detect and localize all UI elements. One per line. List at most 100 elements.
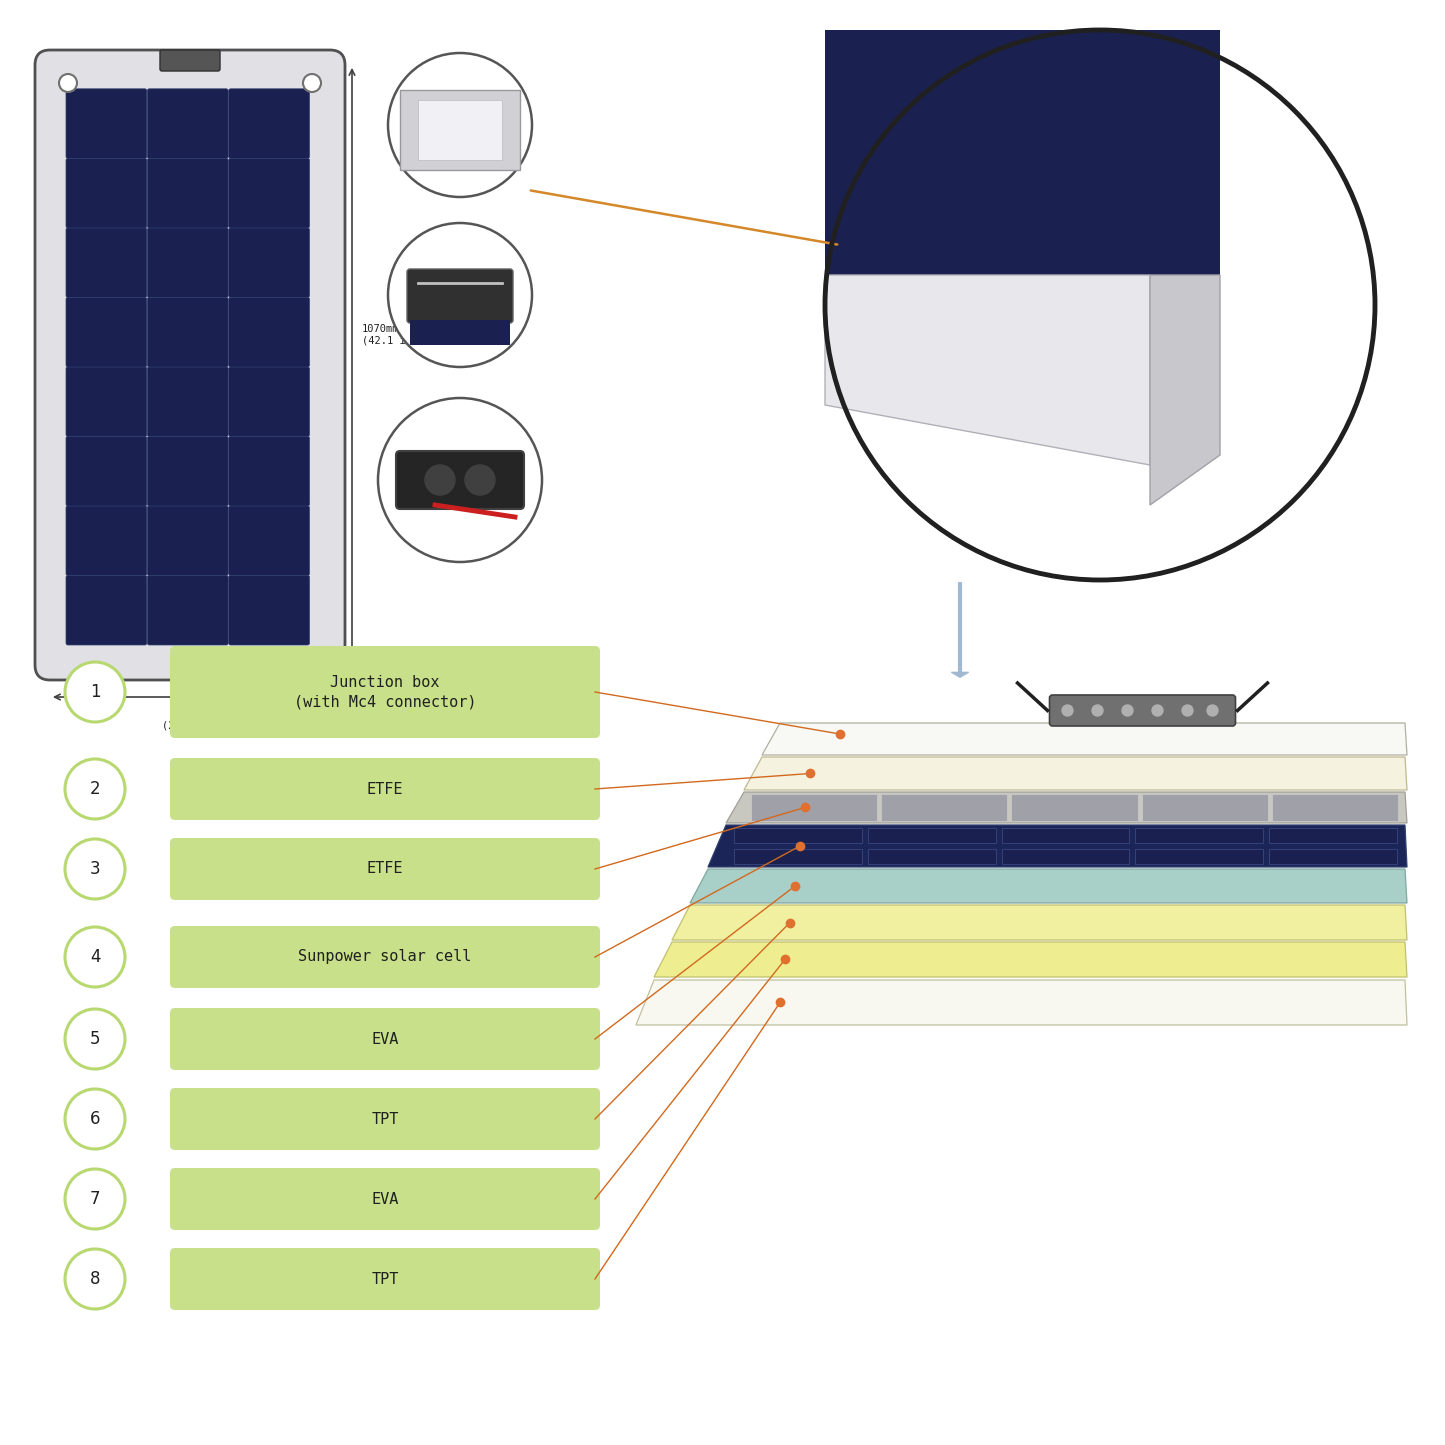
Polygon shape [691, 868, 1407, 903]
FancyBboxPatch shape [147, 298, 228, 367]
Polygon shape [418, 100, 501, 160]
Polygon shape [825, 30, 1220, 275]
Circle shape [59, 74, 77, 92]
Circle shape [303, 74, 321, 92]
Circle shape [65, 759, 126, 819]
FancyBboxPatch shape [66, 298, 147, 367]
Polygon shape [1011, 793, 1137, 821]
Circle shape [1182, 705, 1194, 717]
Polygon shape [636, 980, 1407, 1025]
FancyBboxPatch shape [171, 1168, 600, 1230]
FancyBboxPatch shape [171, 1009, 600, 1069]
FancyBboxPatch shape [228, 298, 309, 367]
FancyBboxPatch shape [171, 646, 600, 738]
Polygon shape [825, 275, 1150, 465]
FancyBboxPatch shape [396, 451, 525, 509]
FancyBboxPatch shape [66, 88, 147, 159]
Text: 4: 4 [90, 948, 100, 967]
Circle shape [1062, 705, 1074, 717]
Circle shape [65, 1169, 126, 1230]
Polygon shape [400, 90, 520, 171]
Polygon shape [734, 828, 861, 842]
FancyBboxPatch shape [228, 228, 309, 298]
FancyBboxPatch shape [147, 506, 228, 575]
Circle shape [379, 397, 542, 562]
Text: Junction box
(with Mc4 connector): Junction box (with Mc4 connector) [293, 675, 477, 709]
FancyBboxPatch shape [147, 575, 228, 644]
Text: Sunpower solar cell: Sunpower solar cell [298, 949, 471, 964]
Polygon shape [881, 793, 1007, 821]
FancyBboxPatch shape [228, 88, 309, 159]
Circle shape [465, 465, 496, 496]
Polygon shape [734, 850, 861, 864]
FancyBboxPatch shape [407, 269, 513, 324]
Text: 7: 7 [90, 1191, 100, 1208]
Text: 3: 3 [90, 860, 100, 879]
Polygon shape [1136, 850, 1263, 864]
Polygon shape [672, 905, 1407, 941]
Polygon shape [868, 828, 996, 842]
FancyBboxPatch shape [171, 759, 600, 819]
Circle shape [425, 465, 455, 496]
FancyBboxPatch shape [228, 506, 309, 575]
Text: 540mm
(21.3 in): 540mm (21.3 in) [162, 709, 218, 731]
Text: 1: 1 [90, 683, 100, 701]
Polygon shape [744, 757, 1407, 790]
Circle shape [1152, 705, 1163, 717]
Polygon shape [725, 792, 1407, 824]
FancyBboxPatch shape [228, 436, 309, 506]
Text: 8: 8 [90, 1270, 100, 1287]
FancyBboxPatch shape [228, 575, 309, 644]
Circle shape [825, 30, 1376, 579]
Text: ETFE: ETFE [367, 782, 403, 796]
FancyBboxPatch shape [66, 367, 147, 436]
Polygon shape [1272, 793, 1397, 821]
FancyBboxPatch shape [147, 367, 228, 436]
Polygon shape [655, 942, 1407, 977]
FancyBboxPatch shape [147, 88, 228, 159]
Polygon shape [751, 793, 877, 821]
Polygon shape [708, 825, 1407, 867]
FancyBboxPatch shape [66, 228, 147, 298]
Polygon shape [1001, 850, 1130, 864]
FancyBboxPatch shape [66, 159, 147, 228]
Text: 5: 5 [90, 1030, 100, 1048]
Circle shape [1207, 705, 1218, 717]
Text: TPT: TPT [371, 1272, 399, 1286]
FancyBboxPatch shape [228, 159, 309, 228]
Polygon shape [1150, 275, 1220, 504]
FancyBboxPatch shape [66, 436, 147, 506]
Polygon shape [762, 722, 1407, 754]
FancyBboxPatch shape [66, 506, 147, 575]
Polygon shape [1136, 828, 1263, 842]
Text: 1070mm
(42.1 in): 1070mm (42.1 in) [363, 324, 418, 345]
Circle shape [65, 840, 126, 899]
Text: ETFE: ETFE [367, 861, 403, 877]
Circle shape [65, 1090, 126, 1149]
FancyBboxPatch shape [171, 838, 600, 900]
Circle shape [65, 662, 126, 722]
FancyBboxPatch shape [160, 51, 220, 71]
Polygon shape [1269, 850, 1397, 864]
Circle shape [389, 53, 532, 197]
Circle shape [1092, 705, 1103, 717]
Polygon shape [1269, 828, 1397, 842]
Text: 6: 6 [90, 1110, 100, 1129]
Circle shape [65, 1009, 126, 1069]
FancyBboxPatch shape [66, 575, 147, 644]
FancyBboxPatch shape [35, 51, 345, 681]
Circle shape [65, 1248, 126, 1309]
Polygon shape [1142, 793, 1267, 821]
FancyBboxPatch shape [147, 436, 228, 506]
FancyBboxPatch shape [147, 228, 228, 298]
FancyBboxPatch shape [228, 367, 309, 436]
FancyBboxPatch shape [1049, 695, 1235, 725]
Circle shape [1121, 705, 1133, 717]
FancyBboxPatch shape [171, 926, 600, 988]
Text: TPT: TPT [371, 1111, 399, 1127]
Text: EVA: EVA [371, 1192, 399, 1207]
Circle shape [65, 928, 126, 987]
Text: EVA: EVA [371, 1032, 399, 1046]
FancyBboxPatch shape [171, 1088, 600, 1150]
Polygon shape [1001, 828, 1130, 842]
